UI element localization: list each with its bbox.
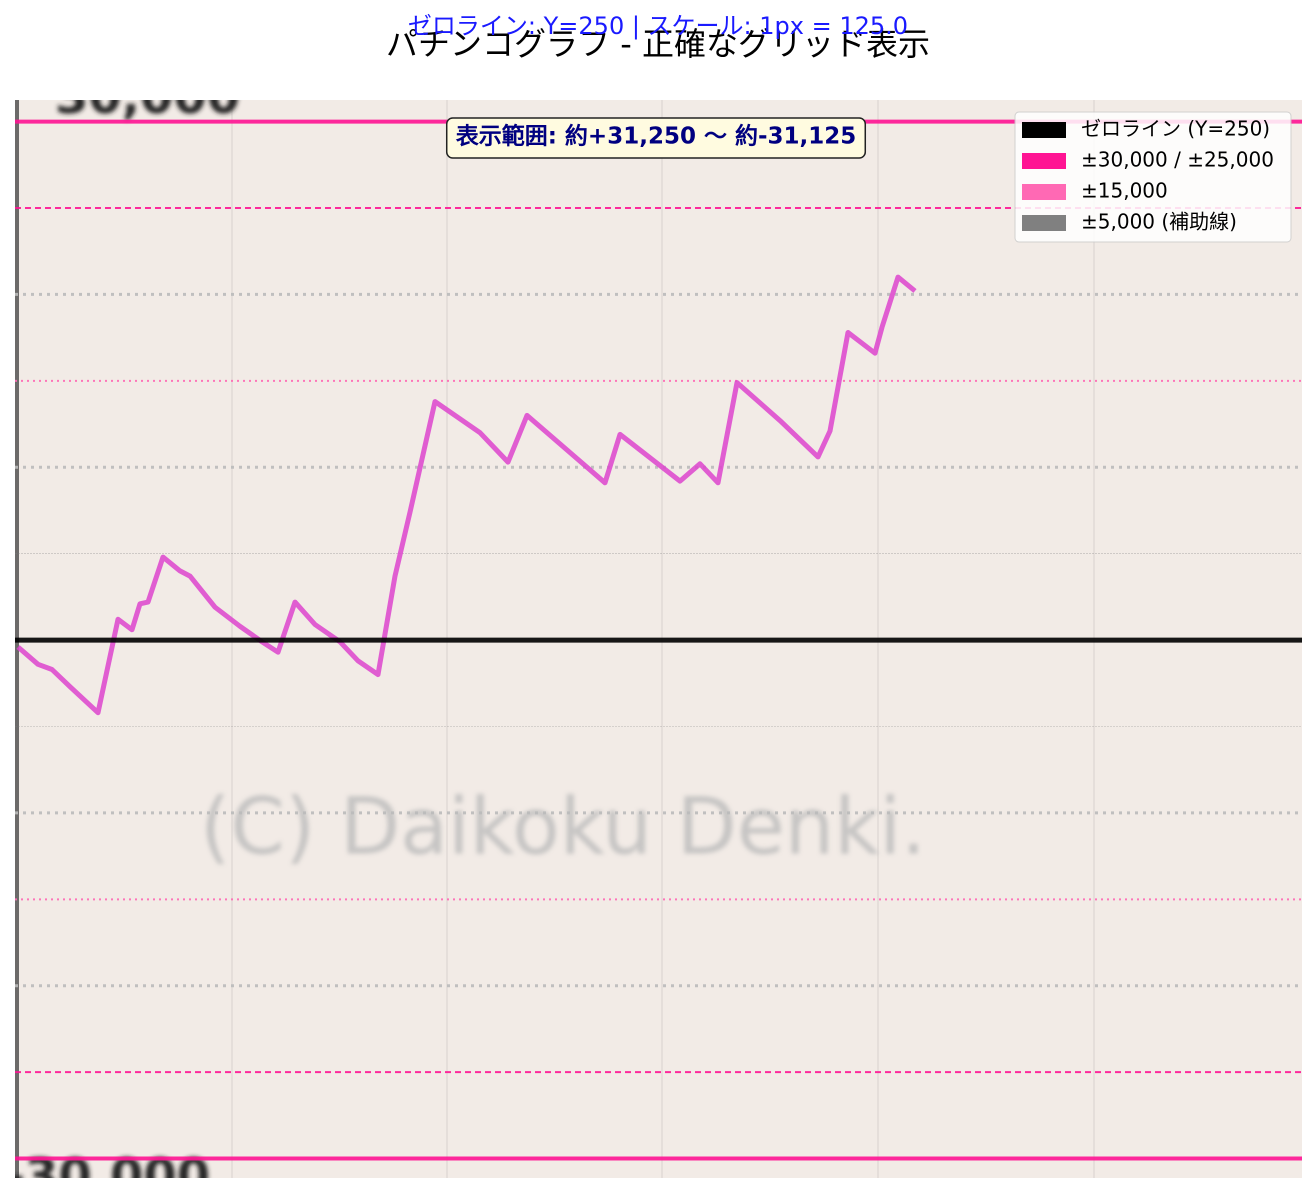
annotation-box xyxy=(445,117,867,159)
legend-label: ±5,000 (補助線) xyxy=(1081,210,1237,234)
legend-swatch xyxy=(1022,184,1066,200)
series-line xyxy=(16,274,917,716)
legend-label: ±15,000 xyxy=(1081,179,1168,203)
annotation: 表示範囲: 約+31,250 〜 約-31,125 xyxy=(456,123,857,150)
watermark: (C) Daikoku Denki. xyxy=(200,782,926,872)
chart-subtitle: ゼロライン: Y=250 | スケール: 1px = 125.0 xyxy=(408,12,908,40)
plot-area: (C) Daikoku Denki. 30,000 -30,000 xyxy=(5,69,1302,1194)
image-label: -30,000 xyxy=(5,1149,210,1194)
legend-box xyxy=(1014,111,1292,243)
legend-swatch xyxy=(1022,153,1066,169)
chart-title: パチンコグラフ - 正確なグリッド表示 xyxy=(386,25,930,63)
legend-swatch xyxy=(1022,122,1066,138)
image-label: 30,000 xyxy=(55,69,240,125)
legend-label: ゼロライン (Y=250) xyxy=(1081,117,1270,141)
legend-label: ±30,000 / ±25,000 xyxy=(1081,148,1274,172)
legend-swatch xyxy=(1022,215,1066,231)
